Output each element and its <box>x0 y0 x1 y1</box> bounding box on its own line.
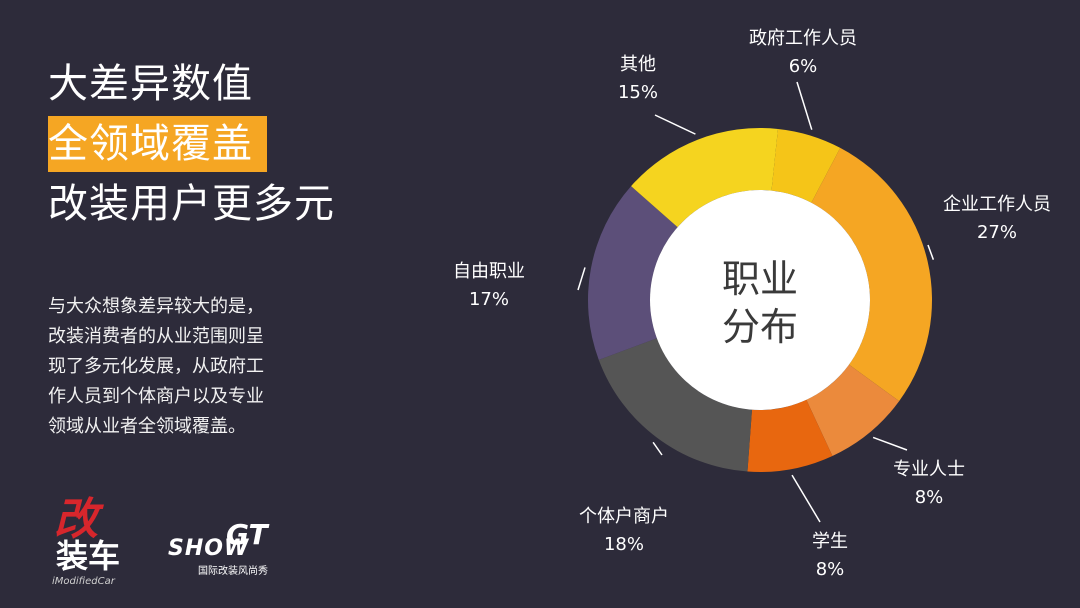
donut-slice <box>806 364 900 457</box>
leader-line <box>652 441 663 456</box>
slice-value-label: 18% <box>604 534 644 555</box>
slice-label: 学生 <box>812 531 848 552</box>
logo-gt: GT <box>226 518 268 551</box>
donut-slice <box>587 186 678 360</box>
slice-label: 自由职业 <box>453 261 525 282</box>
donut-center <box>650 190 870 410</box>
leader-line <box>791 474 821 523</box>
headline-line-3: 改装用户更多元 <box>48 181 335 227</box>
center-label: 职业 <box>722 257 798 301</box>
slice-value-label: 8% <box>915 487 944 508</box>
description-line: 现了多元化发展，从政府工 <box>48 356 264 377</box>
headline-highlight: 全领域覆盖 <box>48 116 267 172</box>
logo-show: SHOW <box>168 536 250 561</box>
logo-subtitle: 国际改装风尚秀 <box>198 566 268 577</box>
donut-slice <box>598 338 752 472</box>
center-label: 分布 <box>722 305 798 349</box>
slice-value-label: 27% <box>977 222 1017 243</box>
leader-line <box>654 114 696 135</box>
logo-text-mid: 装车 <box>56 537 121 575</box>
leader-line <box>927 244 935 260</box>
description-line: 与大众想象差异较大的是， <box>48 296 264 317</box>
donut-slice <box>771 128 841 203</box>
donut-slice <box>631 128 778 228</box>
logo-text-big: 改 <box>54 494 98 545</box>
donut-slice <box>747 399 833 472</box>
slice-value-label: 15% <box>618 82 658 103</box>
slice-label: 个体户商户 <box>579 506 669 527</box>
slice-value-label: 6% <box>789 56 818 77</box>
description: 与大众想象差异较大的是， 改装消费者的从业范围则呈 现了多元化发展，从政府工 作… <box>48 292 338 442</box>
description-line: 领域从业者全领域覆盖。 <box>48 416 246 437</box>
slice-label: 政府工作人员 <box>749 28 857 49</box>
leader-line <box>796 81 813 130</box>
description-line: 改装消费者的从业范围则呈 <box>48 326 264 347</box>
headline: 大差异数值 全领域覆盖 改装用户更多元 <box>48 56 335 232</box>
leader-line <box>872 436 908 451</box>
slice-value-label: 17% <box>469 289 509 310</box>
slice-label: 专业人士 <box>893 459 965 480</box>
leader-line <box>577 267 586 291</box>
logo-text-small: iModifiedCar <box>52 576 115 587</box>
donut-slice <box>811 147 933 402</box>
gt-show-logo: GT SHOW 国际改装风尚秀 <box>168 518 308 578</box>
slice-label: 其他 <box>620 54 656 75</box>
description-line: 作人员到个体商户以及专业 <box>48 386 264 407</box>
headline-line-1: 大差异数值 <box>48 61 253 107</box>
slice-label: 企业工作人员 <box>943 194 1051 215</box>
slice-value-label: 8% <box>816 559 845 580</box>
imodifiedcar-logo: 改 装车 iModifiedCar <box>48 498 148 590</box>
